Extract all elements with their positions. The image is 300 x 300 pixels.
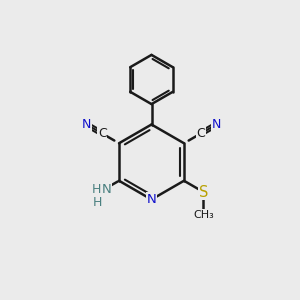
Text: H: H <box>92 196 102 209</box>
Text: C: C <box>98 127 106 140</box>
Text: S: S <box>199 184 208 200</box>
Text: CH₃: CH₃ <box>193 209 214 220</box>
Text: N: N <box>82 118 91 131</box>
Text: C: C <box>196 127 205 140</box>
Text: N: N <box>212 118 221 131</box>
Text: N: N <box>101 183 111 196</box>
Text: N: N <box>147 193 156 206</box>
Text: H: H <box>92 183 101 196</box>
